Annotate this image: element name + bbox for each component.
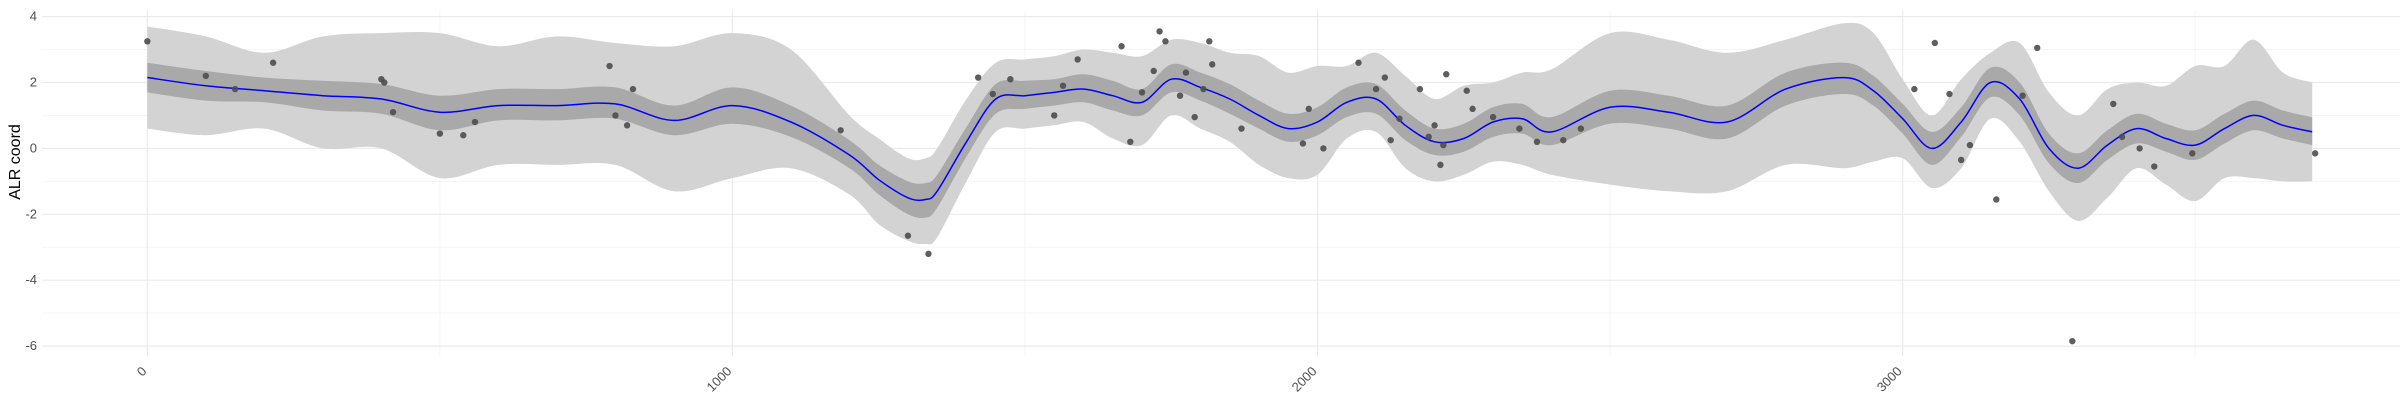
data-point	[1209, 61, 1216, 68]
data-point	[2034, 44, 2041, 52]
data-point	[1425, 133, 1432, 141]
data-point	[1957, 156, 1965, 164]
data-point	[2151, 163, 2158, 170]
data-point	[1931, 39, 1939, 47]
data-point	[2019, 92, 2026, 99]
inner-credible-band	[147, 62, 2313, 219]
outer-credible-band	[147, 22, 2313, 245]
data-point	[1238, 125, 1245, 132]
data-point	[1059, 82, 1067, 89]
data-point	[612, 112, 619, 119]
data-point	[1007, 76, 1014, 83]
data-point	[606, 62, 613, 70]
data-point	[1431, 122, 1438, 129]
data-point	[1074, 56, 1081, 63]
data-point	[904, 232, 912, 239]
y-axis-tick-labels: -6 -4 -2 0 2 4	[25, 9, 37, 354]
data-point	[1299, 140, 1307, 147]
data-point	[1437, 161, 1444, 169]
y-tick-label: -4	[25, 272, 37, 287]
data-point	[1156, 28, 1163, 35]
data-point	[1416, 85, 1424, 93]
data-point	[1118, 43, 1125, 50]
data-point	[1440, 141, 1447, 149]
mean-line-path	[147, 76, 2313, 202]
data-point	[1966, 141, 1974, 149]
data-point	[202, 72, 210, 80]
data-point	[1051, 112, 1058, 119]
data-point	[629, 85, 637, 93]
y-tick-label: 2	[30, 74, 37, 89]
data-point	[1516, 125, 1523, 132]
data-point	[1182, 69, 1190, 76]
data-point	[1533, 138, 1541, 146]
data-point	[1150, 67, 1157, 75]
data-point	[1206, 38, 1213, 45]
data-point	[1387, 136, 1394, 144]
data-point	[460, 132, 467, 139]
data-point	[974, 74, 982, 81]
data-point	[2136, 145, 2143, 152]
data-point	[1372, 85, 1380, 93]
data-point	[1577, 125, 1585, 132]
observed-points	[144, 28, 2319, 345]
data-point	[231, 85, 239, 93]
data-point	[989, 90, 997, 98]
data-point	[925, 250, 932, 258]
data-point	[1443, 71, 1450, 78]
data-point	[436, 130, 444, 137]
data-point	[1320, 145, 1327, 152]
inner-band-area	[147, 62, 2313, 219]
data-point	[1946, 90, 1953, 98]
data-point	[1469, 105, 1476, 113]
data-point	[1305, 105, 1312, 113]
data-point	[1162, 38, 1169, 45]
data-point	[1396, 115, 1403, 122]
data-point	[2110, 100, 2117, 108]
y-tick-label: 0	[30, 140, 37, 155]
data-point	[837, 127, 844, 134]
data-point	[471, 118, 479, 126]
y-tick-label: -2	[25, 206, 37, 221]
data-point	[378, 76, 385, 83]
data-point	[2189, 150, 2196, 157]
data-point	[1355, 59, 1362, 66]
data-point	[623, 122, 631, 129]
data-point	[1993, 196, 2000, 203]
data-point	[144, 38, 151, 45]
data-point	[1191, 113, 1198, 121]
y-axis-title: ALR coord	[7, 124, 24, 200]
data-point	[2311, 150, 2319, 157]
data-point	[1200, 85, 1207, 93]
data-point	[1463, 87, 1470, 94]
data-point	[1489, 113, 1497, 121]
data-point	[1911, 85, 1918, 93]
posterior-mean-line	[147, 76, 2313, 202]
y-tick-label: 4	[30, 9, 37, 24]
outer-band-area	[147, 22, 2313, 245]
data-point	[2118, 133, 2126, 141]
data-point	[2069, 337, 2076, 345]
data-point	[389, 108, 397, 116]
y-tick-label: -6	[25, 338, 37, 353]
data-point	[1176, 92, 1184, 99]
data-point	[1138, 89, 1146, 96]
data-point	[1127, 138, 1134, 146]
data-point	[1381, 74, 1389, 81]
data-point	[1560, 136, 1567, 144]
data-point	[269, 59, 277, 66]
